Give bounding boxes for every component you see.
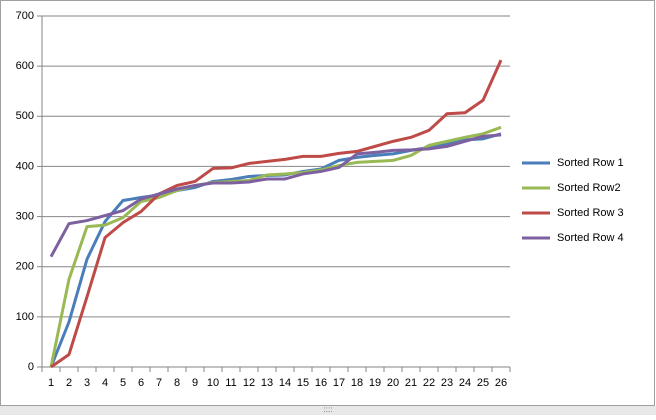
- legend-label: Sorted Row 3: [557, 207, 624, 219]
- x-tick-label: 24: [459, 377, 471, 389]
- x-tick-label: 16: [315, 377, 327, 389]
- series-line: [49, 133, 502, 258]
- x-tick-label: 10: [207, 377, 219, 389]
- series-line: [50, 59, 503, 369]
- x-tick-label: 18: [351, 377, 363, 389]
- x-tick-label: 20: [387, 377, 399, 389]
- x-tick-label: 9: [192, 377, 198, 389]
- x-tick-label: 12: [243, 377, 255, 389]
- y-tick-label: 200: [16, 261, 34, 273]
- y-tick-label: 400: [16, 160, 34, 172]
- x-tick-label: 11: [225, 377, 236, 389]
- x-tick-label: 2: [66, 377, 72, 389]
- x-tick-label: 5: [120, 377, 126, 389]
- x-tick-label: 23: [441, 377, 453, 389]
- x-tick-label: 4: [102, 377, 108, 389]
- series-line: [49, 125, 502, 368]
- y-tick-label: 100: [16, 311, 34, 323]
- x-tick-label: 14: [279, 377, 291, 389]
- y-tick-label: 500: [16, 110, 34, 122]
- x-tick-label: 13: [261, 377, 273, 389]
- x-tick-label: 15: [297, 377, 309, 389]
- x-tick-label: 8: [174, 377, 180, 389]
- x-tick-label: 1: [48, 377, 54, 389]
- x-tick-label: 6: [138, 377, 144, 389]
- x-tick-label: 21: [405, 377, 417, 389]
- x-tick-label: 19: [369, 377, 381, 389]
- x-tick-label: 22: [423, 377, 435, 389]
- y-tick-label: 0: [28, 361, 34, 373]
- chart-frame: [0, 0, 655, 406]
- x-tick-label: 25: [477, 377, 489, 389]
- x-tick-label: 26: [495, 377, 507, 389]
- x-tick-label: 3: [84, 377, 90, 389]
- y-tick-label: 700: [16, 10, 34, 22]
- resize-handle[interactable]: ::::: [324, 405, 333, 414]
- legend-label: Sorted Row 1: [557, 157, 624, 169]
- legend-label: Sorted Row2: [557, 182, 621, 194]
- x-tick-label: 17: [333, 377, 345, 389]
- y-tick-label: 600: [16, 60, 34, 72]
- legend-label: Sorted Row 4: [557, 232, 624, 244]
- y-tick-label: 300: [16, 210, 34, 222]
- x-tick-label: 7: [156, 377, 162, 389]
- bottom-bar: [0, 406, 656, 415]
